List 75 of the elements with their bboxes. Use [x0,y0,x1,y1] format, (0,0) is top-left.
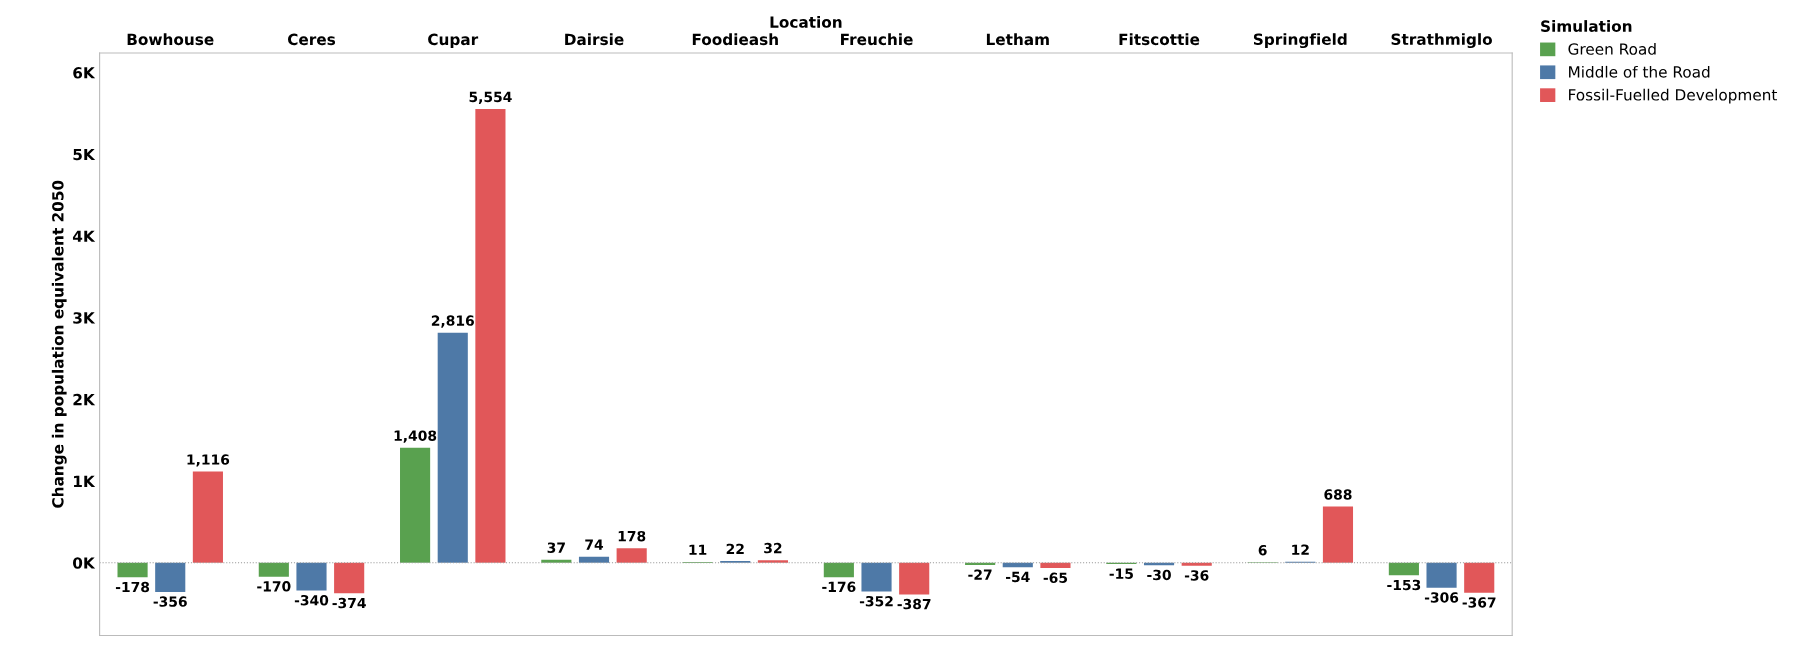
x-tick-label: Strathmiglo [1391,33,1492,49]
data-label: -352 [859,595,893,607]
data-label: -36 [1184,570,1209,581]
bar [578,556,610,563]
bar [1002,562,1033,568]
data-label: -374 [332,597,366,609]
bar [155,562,186,592]
data-label: -176 [822,581,856,593]
y-tick-label: 6K [73,67,96,79]
data-label: -387 [897,598,931,610]
bar [1426,562,1457,588]
x-tick-label: Springfield [1253,33,1347,49]
x-tick-label: Fitscottie [1119,33,1200,46]
bar [1181,562,1212,566]
data-label: 2,816 [431,315,474,328]
x-tick-label: Cupar [428,33,479,49]
data-label: -30 [1147,569,1171,581]
bar [1040,562,1071,569]
legend-title: Simulation [1541,20,1632,32]
x-tick-label: Foodieash [692,33,778,46]
data-label: 1,116 [187,454,230,467]
y-axis-title: Change in population equivalent 2050 [51,180,67,508]
data-label: -306 [1424,592,1459,603]
data-label: 22 [726,543,744,554]
data-label: -356 [153,596,187,607]
legend-label: Middle of the Road [1569,65,1710,78]
data-label: 12 [1292,544,1309,555]
x-tick-label: Dairsie [565,33,624,46]
data-label: 178 [618,530,646,542]
x-tick-label: Letham [986,33,1049,46]
bar [861,562,892,592]
data-label: -367 [1462,597,1496,608]
data-label: -178 [115,581,150,593]
data-label: -340 [294,594,329,606]
y-tick-label: 5K [73,148,96,161]
data-label: 32 [764,542,782,554]
bar [1322,506,1354,563]
data-label: -27 [968,569,992,580]
data-label: 688 [1324,489,1352,500]
bar [475,109,506,563]
legend-label: Green Road [1568,42,1656,55]
bar [823,562,854,578]
bar [437,332,468,563]
x-axis-title: Location [770,16,842,28]
y-tick-label: 4K [72,230,96,242]
bar [258,562,289,577]
y-tick-label: 0K [73,557,96,569]
x-tick-label: Bowhouse [127,33,214,46]
data-label: 74 [585,539,604,550]
data-label: -170 [257,581,291,592]
data-label: 1,408 [394,430,437,443]
data-label: 11 [689,544,707,555]
y-tick-label: 3K [73,312,96,324]
data-label: 6 [1258,544,1267,556]
data-label: 37 [547,542,565,553]
y-tick-label: 1K [74,475,96,487]
data-label: -15 [1109,568,1133,579]
data-label: 5,554 [469,91,512,104]
bar [117,562,148,578]
bar [616,548,647,563]
bar [1464,562,1495,593]
x-tick-label: Freuchie [841,33,913,46]
bar [192,471,223,563]
legend-label: Fossil-Fuelled Development [1569,88,1778,104]
bar [965,562,996,566]
bar [296,562,327,591]
x-tick-label: Ceres [287,33,336,46]
data-label: -65 [1043,572,1068,584]
data-label: -54 [1005,571,1030,583]
bar [334,562,365,594]
bar [1388,562,1419,576]
bar [899,562,930,595]
bar [400,447,431,563]
data-label: -153 [1387,579,1421,591]
y-tick-label: 2K [73,393,96,406]
